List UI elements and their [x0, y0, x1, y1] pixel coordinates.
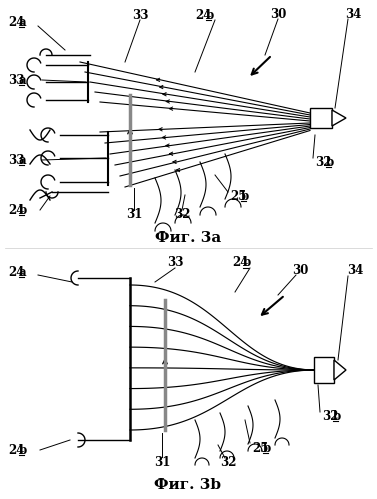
- Text: 32: 32: [174, 209, 190, 222]
- Text: 25: 25: [252, 442, 268, 455]
- Text: 24: 24: [8, 204, 25, 217]
- Text: 33: 33: [8, 73, 25, 86]
- Text: 30: 30: [270, 7, 286, 20]
- Text: 24: 24: [195, 8, 211, 21]
- Text: 24: 24: [232, 256, 248, 269]
- Text: 30: 30: [292, 263, 308, 276]
- Text: 25: 25: [230, 190, 247, 203]
- Text: 31: 31: [126, 209, 142, 222]
- Text: 34: 34: [345, 7, 361, 20]
- Text: 24: 24: [8, 15, 25, 28]
- Bar: [310, 108, 332, 128]
- Text: Фиг. 3а: Фиг. 3а: [155, 231, 221, 245]
- Text: b: b: [326, 156, 334, 169]
- Text: 33: 33: [8, 154, 25, 167]
- Text: 33: 33: [132, 8, 148, 21]
- Text: b: b: [18, 444, 27, 457]
- Polygon shape: [334, 360, 346, 380]
- Text: 34: 34: [347, 263, 363, 276]
- Text: 32: 32: [220, 457, 236, 470]
- Text: 31: 31: [154, 456, 170, 469]
- Text: a: a: [18, 265, 26, 278]
- Text: 32: 32: [322, 410, 339, 423]
- Text: b: b: [18, 204, 27, 217]
- Text: a: a: [18, 73, 26, 86]
- Text: b: b: [241, 190, 249, 203]
- Text: a: a: [18, 15, 26, 28]
- Text: 32: 32: [315, 156, 331, 169]
- Bar: [314, 357, 334, 383]
- Text: b: b: [333, 410, 341, 423]
- Text: a: a: [18, 154, 26, 167]
- Text: 33: 33: [167, 256, 183, 269]
- Text: 24: 24: [8, 265, 25, 278]
- Text: Фиг. 3b: Фиг. 3b: [155, 478, 222, 492]
- Text: 24: 24: [8, 444, 25, 457]
- Text: b: b: [262, 442, 271, 455]
- Text: b: b: [205, 8, 214, 21]
- Polygon shape: [332, 110, 346, 126]
- Text: b: b: [242, 256, 251, 269]
